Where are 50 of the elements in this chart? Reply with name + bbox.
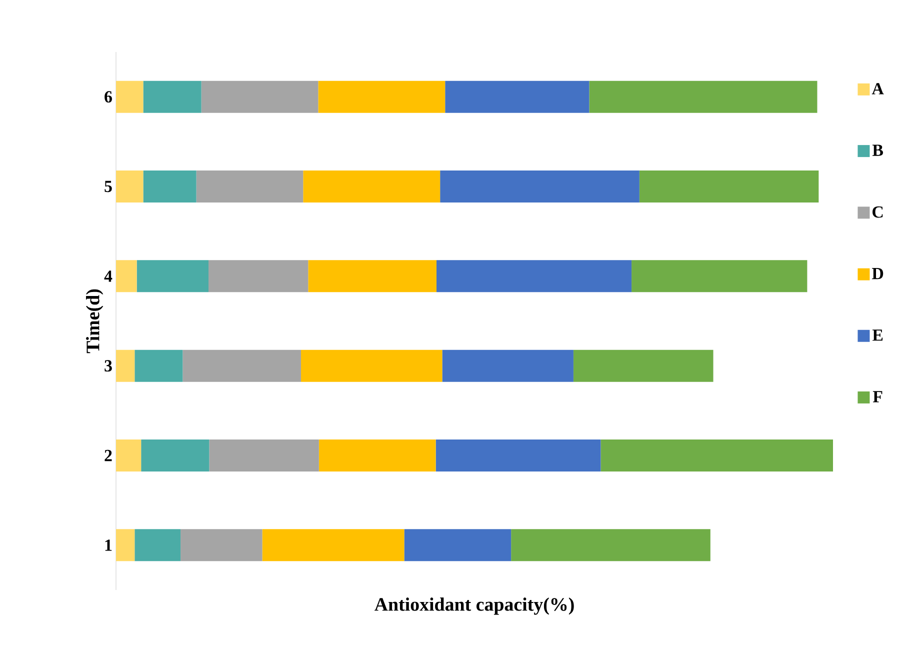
legend-label: D [872, 268, 884, 280]
bar [436, 260, 632, 292]
legend-label: F [872, 391, 882, 402]
bar [116, 440, 142, 472]
bar [134, 529, 181, 562]
y-tick-label: 6 [104, 91, 112, 103]
y-tick-label: 5 [104, 180, 112, 192]
bar [116, 260, 137, 292]
bar [116, 350, 135, 382]
bar [600, 440, 834, 472]
bar [180, 529, 262, 562]
x-axis-title: Antioxidant capacity(%) [374, 598, 574, 615]
bar [262, 529, 404, 562]
bar [182, 350, 301, 382]
bar [440, 170, 640, 203]
bar [573, 350, 714, 382]
bar [116, 170, 144, 203]
bar [143, 170, 196, 203]
bar [143, 80, 202, 113]
bar [589, 80, 818, 113]
bar [318, 440, 436, 472]
legend-label: C [872, 206, 883, 218]
bar [445, 80, 590, 113]
y-tick-label: 2 [104, 450, 112, 462]
bar [300, 350, 442, 382]
bar [116, 80, 144, 113]
bar [308, 260, 437, 292]
legend-label: E [872, 330, 883, 341]
bar [632, 260, 808, 292]
bar [404, 529, 512, 562]
bar [201, 80, 318, 113]
y-tick-label: 3 [104, 360, 112, 372]
bar [511, 529, 710, 562]
bar [639, 170, 819, 203]
y-axis-title: Time(d) [86, 289, 104, 354]
legend-label: B [872, 144, 883, 156]
bar [436, 440, 601, 472]
bar [196, 170, 304, 203]
bar [136, 260, 208, 292]
y-tick-label: 1 [105, 540, 112, 551]
bar [208, 260, 308, 292]
bar [116, 529, 135, 562]
bar [134, 350, 183, 382]
legend-label: A [872, 83, 884, 94]
bar [141, 440, 210, 472]
y-tick-label: 4 [104, 270, 112, 282]
bar [318, 80, 446, 113]
bar [209, 440, 319, 472]
bar [303, 170, 440, 203]
bar [442, 350, 574, 382]
